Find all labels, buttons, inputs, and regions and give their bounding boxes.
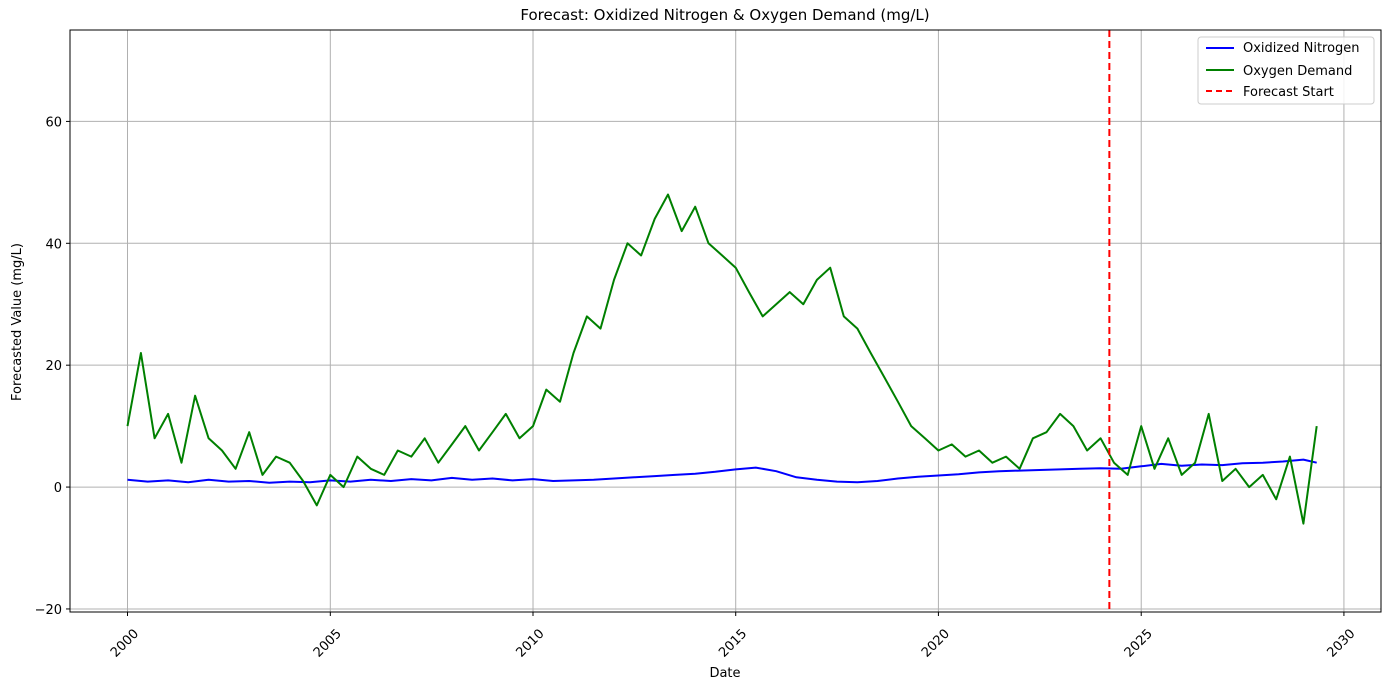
series-line-oxygen-demand — [126, 193, 1318, 525]
x-axis-title: Date — [709, 666, 740, 681]
legend-label-forecast-start: Forecast Start — [1243, 85, 1334, 100]
legend-label-oxidized-nitrogen: Oxidized Nitrogen — [1243, 41, 1360, 56]
y-tick-label: −20 — [35, 603, 62, 618]
y-tick-label: 20 — [45, 359, 62, 374]
legend-label-oxygen-demand: Oxygen Demand — [1243, 64, 1352, 79]
chart-title: Forecast: Oxidized Nitrogen & Oxygen Dem… — [520, 6, 929, 24]
gridlines — [70, 30, 1381, 612]
plot-frame — [69, 29, 1382, 613]
series-layer — [126, 193, 1318, 525]
y-axis-title: Forecasted Value (mg/L) — [10, 243, 25, 401]
y-tick-label: 40 — [45, 237, 62, 252]
y-tick-label: 60 — [45, 115, 62, 130]
legend: Oxidized Nitrogen Oxygen Demand Forecast… — [1197, 36, 1375, 105]
y-tick-label: 0 — [54, 481, 62, 496]
legend-box — [1197, 36, 1375, 105]
